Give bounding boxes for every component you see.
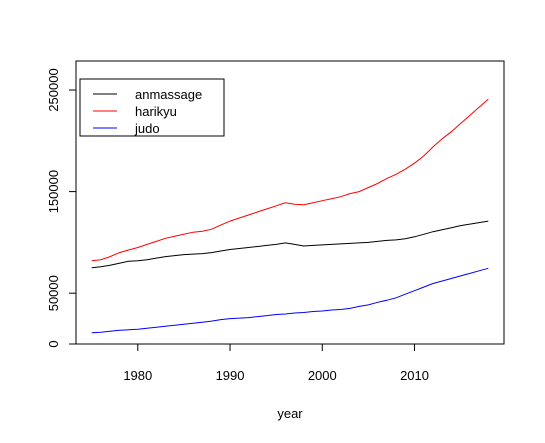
x-axis-label: year: [277, 406, 303, 421]
series-line-judo: [91, 267, 489, 334]
x-tick-label: 1980: [123, 368, 152, 383]
y-tick-label: 50000: [46, 275, 61, 311]
x-tick-label: 1990: [216, 368, 245, 383]
legend-label-harikyu: harikyu: [135, 104, 177, 119]
series-line-harikyu: [91, 98, 489, 262]
x-tick-label: 2000: [308, 368, 337, 383]
series-line-anmassage: [91, 220, 489, 269]
legend-label-judo: judo: [134, 121, 160, 136]
x-tick-label: 2010: [400, 368, 429, 383]
y-tick-label: 150000: [46, 170, 61, 213]
legend-label-anmassage: anmassage: [135, 87, 202, 102]
legend-box: [79, 78, 225, 137]
y-tick-label: 0: [46, 340, 61, 347]
y-tick-label: 250000: [46, 68, 61, 111]
